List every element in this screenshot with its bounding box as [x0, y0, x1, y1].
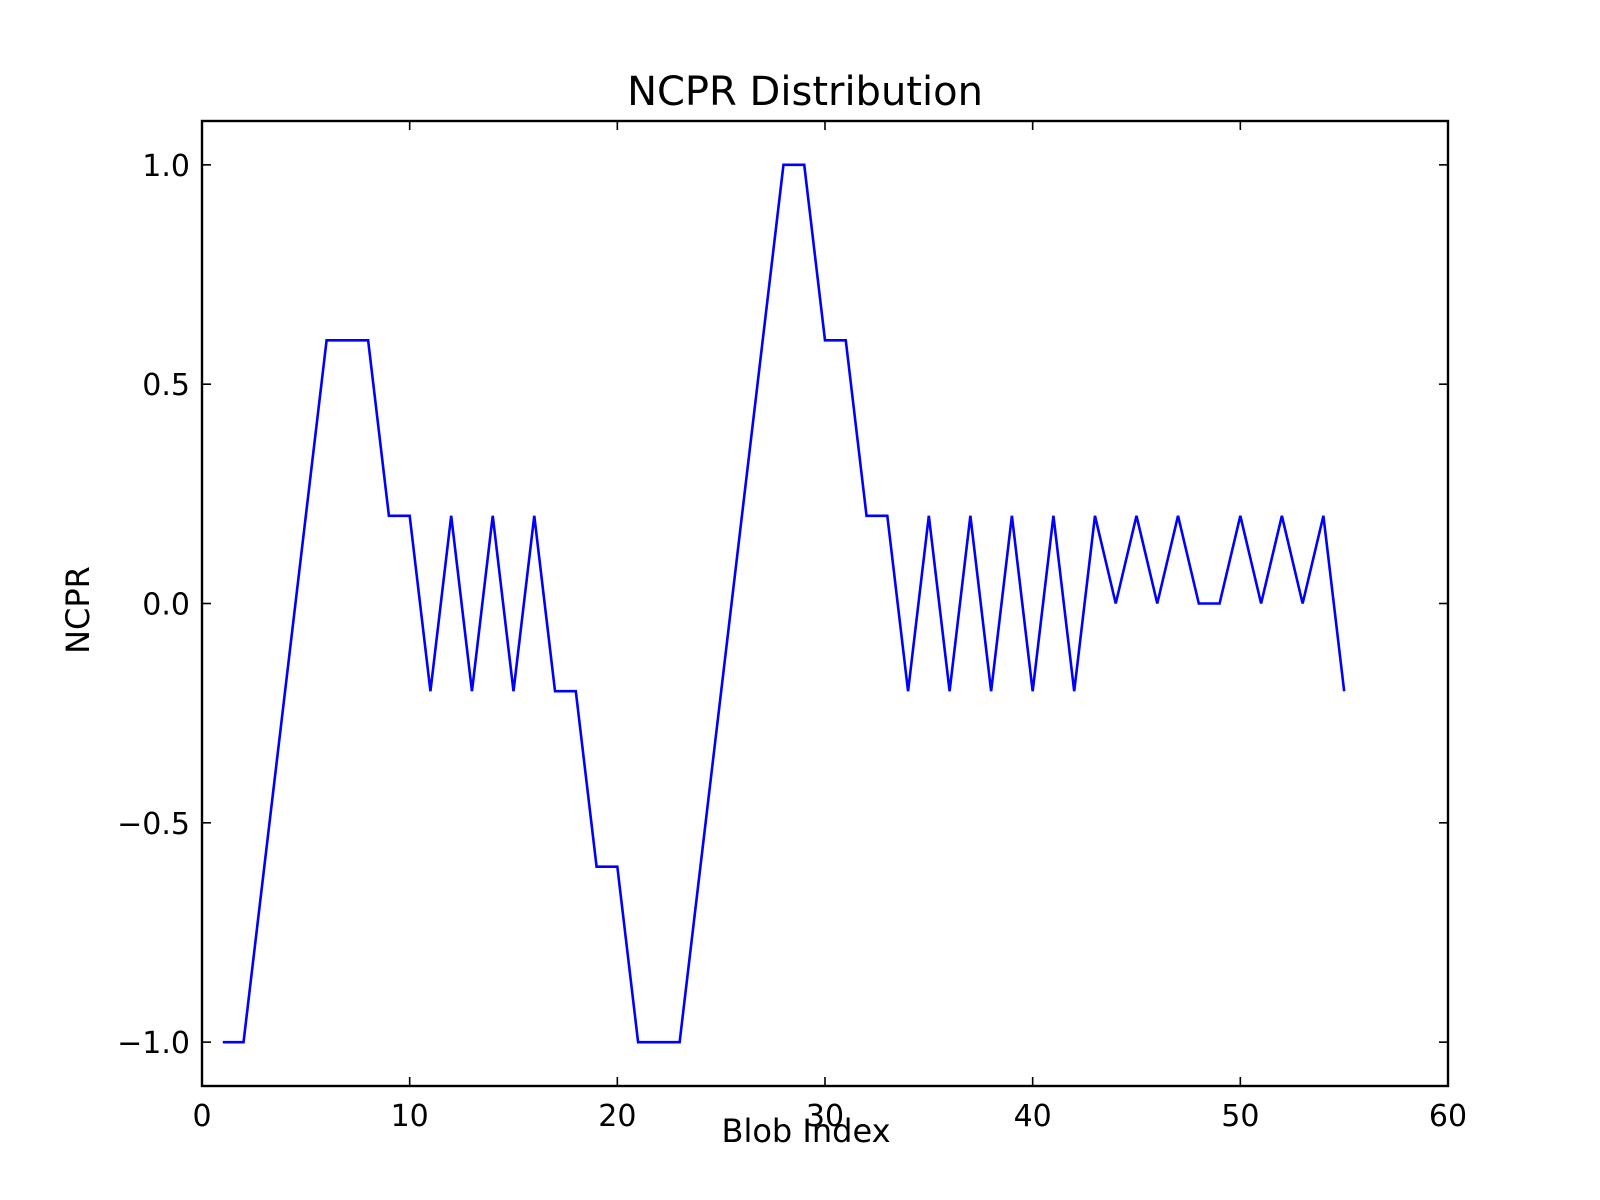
x-tick-label: 10 — [391, 1099, 429, 1134]
y-tick-label: −0.5 — [117, 807, 190, 842]
x-tick-label: 0 — [192, 1099, 211, 1134]
y-tick-label: 0.5 — [142, 368, 190, 403]
y-tick-label: 1.0 — [142, 149, 190, 184]
series-line-ncpr — [222, 163, 1346, 1044]
x-tick-label: 20 — [598, 1099, 636, 1134]
y-tick-labels: 1.0 0.5 0.0 −0.5 −1.0 — [117, 149, 190, 1061]
x-tick-label: 30 — [806, 1099, 844, 1134]
chart-title: NCPR Distribution — [627, 69, 983, 115]
plot-area-frame — [200, 119, 1450, 1088]
x-tick-label: 40 — [1014, 1099, 1052, 1134]
x-tick-label: 60 — [1429, 1099, 1467, 1134]
y-tick-label: 0.0 — [142, 588, 190, 623]
y-axis-label: NCPR — [59, 566, 97, 654]
x-tick-labels: 0 10 20 30 40 50 60 — [192, 1099, 1467, 1134]
x-axis-label: Blob Index — [722, 1112, 891, 1150]
x-tick-label: 50 — [1221, 1099, 1259, 1134]
y-tick-label: −1.0 — [117, 1026, 190, 1061]
